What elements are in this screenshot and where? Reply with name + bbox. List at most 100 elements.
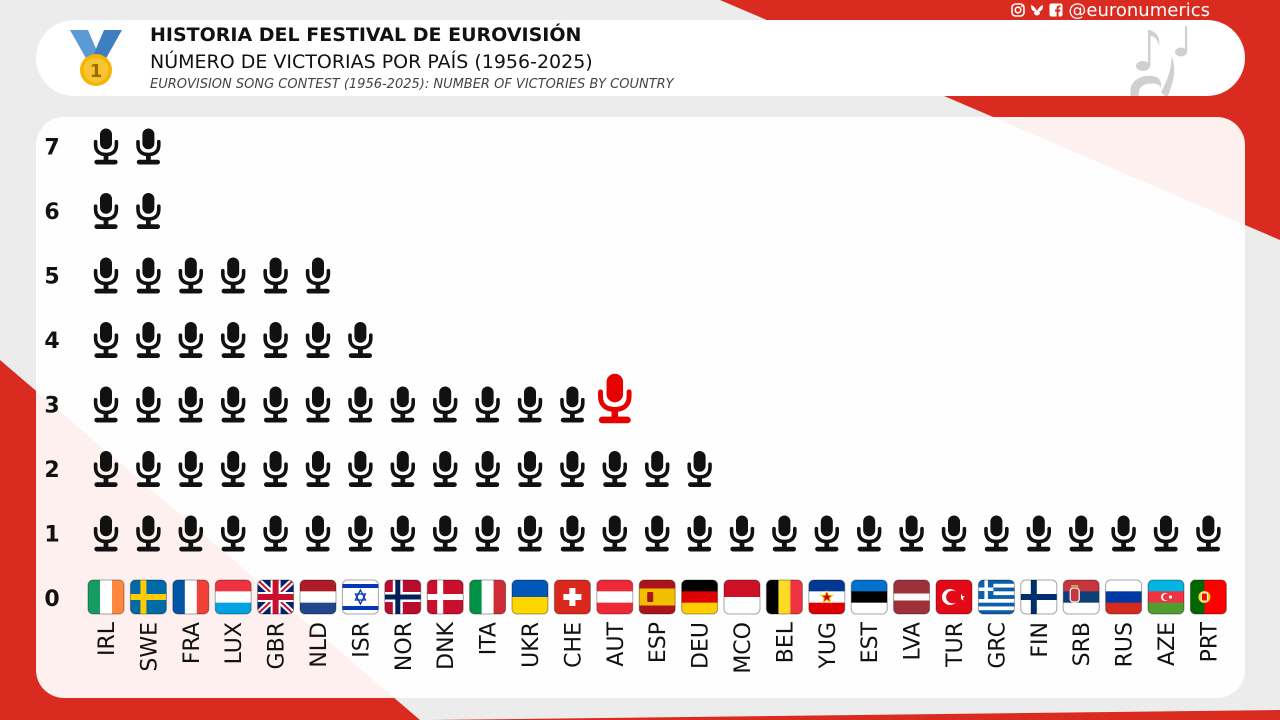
flag-ita: [469, 579, 507, 615]
x-tick-label-swe: SWE: [137, 622, 162, 672]
mic-mark-dnk-2: [432, 449, 459, 489]
y-tick-label-0: 0: [44, 587, 59, 612]
mic-mark-fin-1: [1025, 513, 1052, 554]
mic-mark-swe-6: [135, 191, 162, 231]
x-tick-label-isr: ISR: [349, 622, 374, 658]
flag-fin: [1020, 579, 1058, 615]
mic-mark-nor-2: [389, 449, 416, 489]
mic-mark-fra-4: [177, 320, 204, 360]
mic-mark-prt-1: [1195, 513, 1222, 554]
mic-mark-esp-2: [644, 449, 671, 489]
x-tick-label-nld: NLD: [307, 622, 332, 668]
x-tick-label-prt: PRT: [1197, 621, 1222, 662]
bluesky-icon[interactable]: [1030, 3, 1044, 17]
mic-mark-fra-3: [177, 384, 204, 425]
mic-mark-fra-2: [177, 449, 204, 489]
y-tick-label-6: 6: [44, 200, 59, 225]
flag-prt: [1189, 579, 1227, 615]
flags-row: [87, 579, 1227, 615]
mic-mark-tur-1: [940, 513, 968, 554]
y-tick-label-7: 7: [44, 136, 59, 161]
x-tick-label-gbr: GBR: [265, 622, 290, 669]
mic-mark-rus-1: [1110, 513, 1137, 554]
mic-mark-gbr-5: [262, 255, 289, 296]
mic-mark-lva-1: [898, 513, 925, 554]
y-tick-label-2: 2: [44, 458, 59, 483]
mic-mark-bel-1: [771, 513, 798, 554]
x-tick-label-bel: BEL: [773, 621, 798, 663]
flag-yug: [808, 579, 846, 615]
y-tick-label-1: 1: [44, 523, 59, 548]
social-handle[interactable]: @euronumerics: [1068, 0, 1210, 21]
mic-mark-swe-3: [135, 384, 162, 425]
mic-mark-ukr-2: [516, 449, 544, 489]
mic-mark-nld-2: [304, 449, 332, 489]
flag-gbr: [257, 579, 295, 615]
instagram-icon[interactable]: [1011, 3, 1026, 17]
mic-mark-deu-2: [686, 449, 713, 489]
x-tick-label-rus: RUS: [1113, 622, 1138, 667]
header-card: 1 HISTORIA DEL FESTIVAL DE EUROVISIÓN NÚ…: [36, 20, 1245, 96]
mic-mark-irl-5: [92, 255, 120, 296]
mic-mark-srb-1: [1068, 513, 1095, 554]
mic-mark-grc-1: [983, 513, 1010, 554]
x-tick-label-grc: GRC: [985, 622, 1010, 669]
medal-icon: 1: [70, 30, 122, 86]
mic-mark-nld-1: [304, 513, 332, 554]
x-tick-label-irl: IRL: [95, 621, 120, 656]
mic-mark-swe-5: [135, 255, 162, 296]
mic-mark-nor-1: [389, 513, 416, 554]
x-tick-label-lva: LVA: [901, 622, 926, 661]
flag-aut: [596, 579, 634, 615]
x-tick-label-esp: ESP: [646, 622, 671, 663]
x-tick-label-aze: AZE: [1155, 622, 1180, 666]
mic-mark-che-2: [559, 449, 586, 489]
y-axis: 0 1 2 3 4 5 6 7: [44, 136, 59, 613]
mic-mark-che-3: [559, 384, 586, 425]
x-axis-labels: IRL SWE FRA LUX GBR NLD ISR NOR DNK ITA UKR CHE AUT E…: [95, 621, 1222, 673]
mic-mark-gbr-3: [262, 384, 289, 425]
mic-mark-lux-1: [220, 513, 247, 554]
x-tick-label-fin: FIN: [1028, 622, 1053, 658]
mic-mark-fra-5: [177, 255, 204, 296]
mic-mark-fra-1: [177, 513, 204, 554]
page-subtitle: NÚMERO DE VICTORIAS POR PAÍS (1956-2025): [150, 51, 593, 73]
mic-mark-dnk-3: [432, 384, 459, 425]
flag-mco: [723, 579, 761, 615]
mic-mark-nld-5: [304, 255, 332, 296]
mic-mark-ita-1: [474, 513, 501, 554]
mic-mark-ita-3: [474, 384, 501, 425]
flag-ukr: [511, 579, 549, 615]
social-bar: @euronumerics: [1011, 0, 1210, 21]
mic-mark-mco-1: [728, 513, 756, 554]
mic-mark-lux-2: [220, 449, 247, 489]
mic-mark-aut-2: [601, 449, 628, 489]
mic-mark-dnk-1: [432, 513, 459, 554]
mic-mark-esp-1: [644, 513, 671, 554]
mic-mark-irl-6: [92, 191, 120, 231]
x-tick-label-est: EST: [858, 621, 883, 663]
mic-mark-irl-4: [92, 320, 120, 360]
mic-mark-irl-3: [92, 384, 120, 425]
x-tick-label-nor: NOR: [392, 622, 417, 671]
chart-marks: [92, 126, 1222, 554]
flag-bel: [765, 579, 803, 615]
page-subtitle-english: EUROVISION SONG CONTEST (1956-2025): NUM…: [150, 77, 674, 92]
mic-mark-irl-2: [92, 449, 120, 489]
x-tick-label-che: CHE: [561, 622, 586, 668]
facebook-icon[interactable]: [1049, 3, 1063, 17]
x-tick-label-ukr: UKR: [519, 622, 544, 668]
mic-mark-lux-3: [220, 384, 247, 425]
flag-grc: [977, 579, 1015, 615]
mic-mark-swe-4: [135, 320, 162, 360]
mic-mark-aut-1: [601, 513, 628, 554]
mic-mark-irl-1: [92, 513, 120, 554]
flag-nor: [384, 579, 422, 615]
mic-mark-gbr-1: [262, 513, 289, 554]
mic-mark-swe-2: [135, 449, 162, 489]
flag-che: [553, 579, 591, 615]
mic-mark-isr-4: [347, 320, 374, 360]
flag-deu: [681, 579, 719, 615]
mic-mark-isr-1: [347, 513, 374, 554]
flag-esp: [638, 579, 676, 615]
